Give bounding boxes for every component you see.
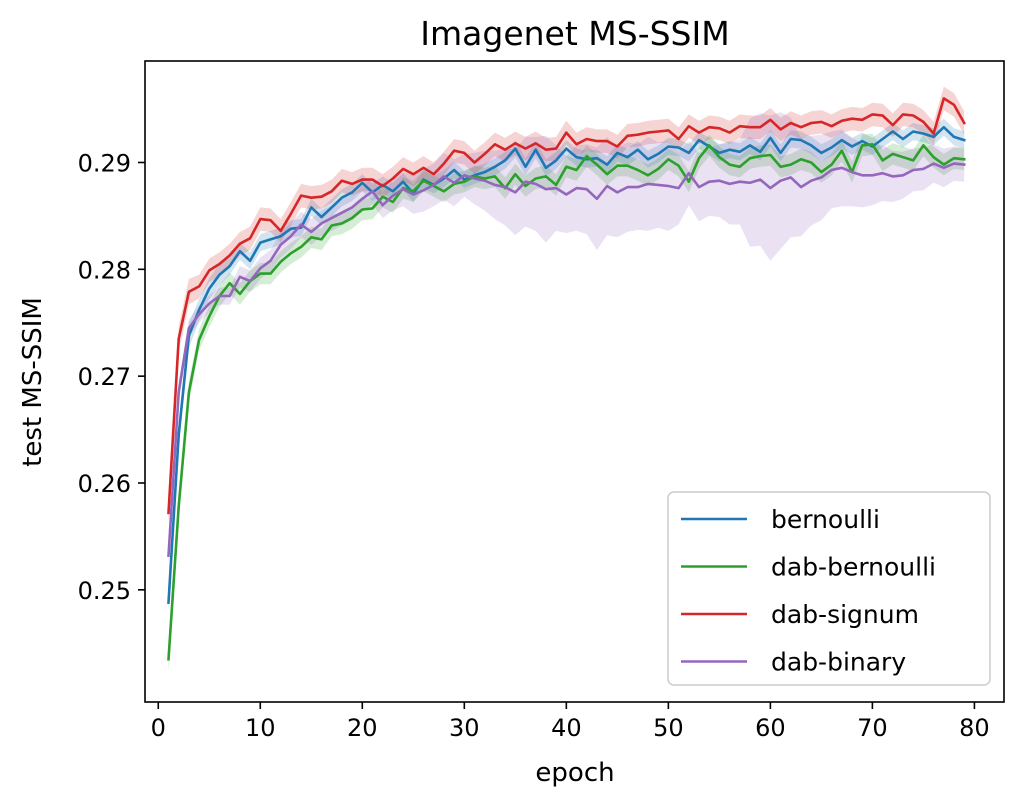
x-tick-label: 0 <box>151 714 166 742</box>
x-axis-label: epoch <box>535 758 614 788</box>
y-tick-label: 0.28 <box>78 256 131 284</box>
legend-label-dab-signum: dab-signum <box>771 600 919 629</box>
x-tick-label: 40 <box>551 714 582 742</box>
y-tick-label: 0.26 <box>78 470 131 498</box>
x-tick-label: 70 <box>857 714 888 742</box>
x-axis-ticks: 0 10 20 30 40 50 60 70 80 <box>151 702 990 742</box>
y-tick-label: 0.27 <box>78 363 131 391</box>
x-tick-label: 50 <box>653 714 684 742</box>
x-tick-label: 80 <box>959 714 990 742</box>
x-tick-label: 20 <box>347 714 378 742</box>
legend: bernoulli dab-bernoulli dab-signum dab-bina… <box>667 491 991 686</box>
band-dab-binary <box>168 112 965 564</box>
chart-title: Imagenet MS-SSIM <box>420 14 729 53</box>
series-lines <box>167 97 966 661</box>
x-tick-label: 30 <box>449 714 480 742</box>
series-line-dab-bernoulli <box>167 143 966 661</box>
legend-label-bernoulli: bernoulli <box>771 505 880 534</box>
y-tick-label: 0.29 <box>78 149 131 177</box>
series-line-dab-binary <box>167 162 966 557</box>
legend-label-dab-binary: dab-binary <box>771 648 906 677</box>
series-line-bernoulli <box>167 125 966 604</box>
y-axis-ticks: 0.25 0.26 0.27 0.28 0.29 <box>78 149 145 605</box>
legend-frame <box>667 491 991 686</box>
x-tick-label: 60 <box>755 714 786 742</box>
y-axis-label: test MS-SSIM <box>18 297 48 467</box>
plot-frame <box>144 60 1005 703</box>
legend-label-dab-bernoulli: dab-bernoulli <box>771 553 936 582</box>
confidence-bands <box>168 86 965 673</box>
x-tick-label: 10 <box>245 714 276 742</box>
series-line-dab-signum <box>167 97 966 515</box>
y-tick-label: 0.25 <box>78 577 131 605</box>
